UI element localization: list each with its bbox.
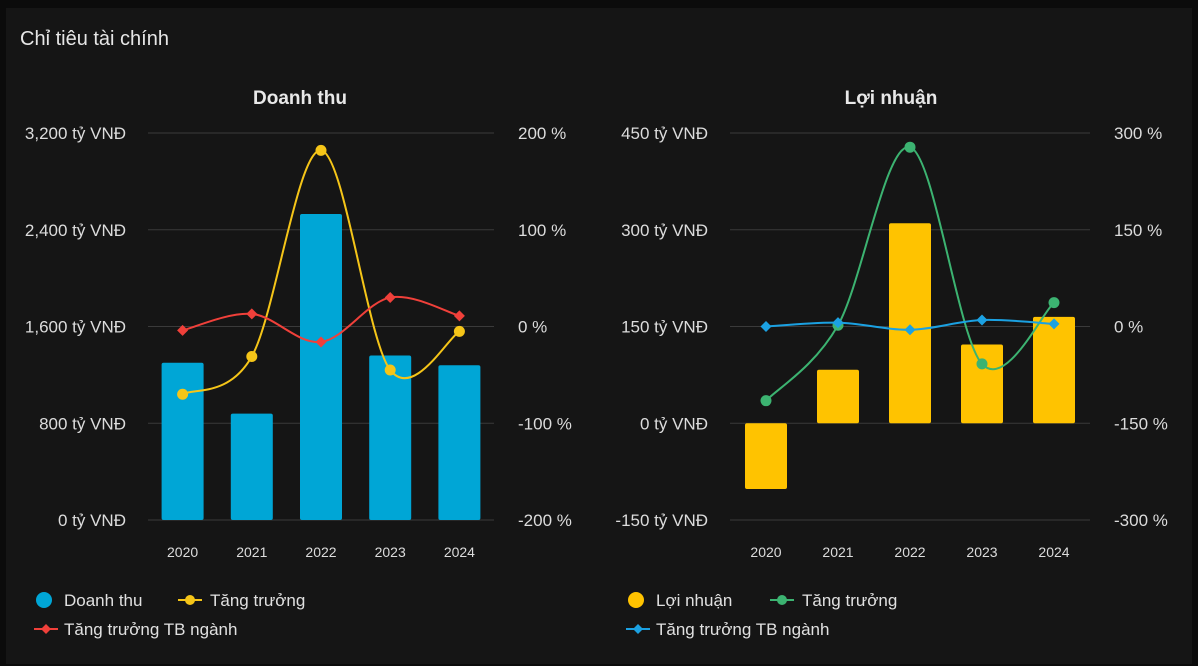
legend-label: Tăng trưởng TB ngành <box>656 620 829 639</box>
legend-marker <box>185 595 195 605</box>
series-point <box>246 350 258 362</box>
series-point <box>315 144 327 156</box>
right-axis-tick: 150 % <box>1114 221 1162 240</box>
series-point <box>760 395 772 407</box>
bar <box>817 369 859 424</box>
bar <box>161 362 204 520</box>
financial-panel: Chỉ tiêu tài chính <box>6 8 1192 664</box>
bar <box>369 355 412 520</box>
legend-marker <box>41 624 51 634</box>
chart-title: Doanh thu <box>253 88 347 109</box>
series-point <box>976 314 988 326</box>
x-axis-tick: 2022 <box>894 544 925 560</box>
bar <box>300 214 342 520</box>
right-axis-tick: 0 % <box>518 318 547 337</box>
legend-label: Tăng trưởng TB ngành <box>64 620 237 639</box>
x-axis-tick: 2020 <box>167 544 198 560</box>
series-point <box>1048 297 1060 309</box>
left-axis-tick: 800 tỷ VNĐ <box>39 414 126 433</box>
bar <box>889 223 931 424</box>
x-axis-tick: 2024 <box>1038 544 1069 560</box>
left-axis-tick: 300 tỷ VNĐ <box>621 221 708 240</box>
panel-title: Chỉ tiêu tài chính <box>20 28 169 50</box>
legend-label: Tăng trưởng <box>802 591 897 610</box>
x-axis-tick: 2023 <box>966 544 997 560</box>
bar <box>438 365 481 520</box>
series-point <box>976 358 988 370</box>
bar <box>1033 316 1075 424</box>
right-axis-tick: 0 % <box>1114 318 1143 337</box>
right-axis-tick: -150 % <box>1114 414 1168 433</box>
legend-marker <box>628 592 644 608</box>
legend-marker <box>36 592 52 608</box>
series-point <box>832 317 844 329</box>
right-axis-tick: -200 % <box>518 511 572 530</box>
left-axis-tick: -150 tỷ VNĐ <box>615 511 708 530</box>
left-axis-tick: 150 tỷ VNĐ <box>621 318 708 337</box>
left-axis-tick: 3,200 tỷ VNĐ <box>25 124 126 143</box>
revenue-chart: Doanh thu 0 tỷ VNĐ -200 % 800 tỷ VNĐ -100 % 1… <box>25 88 572 639</box>
legend-marker <box>633 624 643 634</box>
left-axis-tick: 0 tỷ VNĐ <box>58 511 126 530</box>
series-point <box>904 324 916 336</box>
profit-chart: Lợi nhuận -150 tỷ VNĐ -300 % 0 tỷ VNĐ -150 %… <box>615 88 1167 639</box>
x-axis-tick: 2020 <box>750 544 781 560</box>
bar <box>230 413 273 520</box>
legend-label: Tăng trưởng <box>210 591 305 610</box>
x-axis-tick: 2021 <box>236 544 267 560</box>
chart-title: Lợi nhuận <box>845 88 938 109</box>
series-point <box>246 308 258 320</box>
bar <box>745 423 787 490</box>
right-axis-tick: -100 % <box>518 414 572 433</box>
right-axis-tick: 100 % <box>518 221 566 240</box>
right-axis-tick: 300 % <box>1114 124 1162 143</box>
series-point <box>760 321 772 332</box>
legend-marker <box>777 595 787 605</box>
series-point <box>177 324 189 336</box>
right-axis-tick: 200 % <box>518 124 566 143</box>
left-axis-tick: 450 tỷ VNĐ <box>621 124 708 143</box>
x-axis-tick: 2023 <box>375 544 406 560</box>
series-point <box>904 141 916 153</box>
series-point <box>315 336 327 348</box>
left-axis-tick: 0 tỷ VNĐ <box>640 414 708 433</box>
series-point <box>177 388 189 400</box>
bar <box>961 344 1003 424</box>
left-axis-tick: 2,400 tỷ VNĐ <box>25 221 126 240</box>
right-axis-tick: -300 % <box>1114 511 1168 530</box>
series-point <box>1048 318 1060 330</box>
series-point <box>384 291 396 303</box>
x-axis-tick: 2024 <box>444 544 475 560</box>
legend-label: Doanh thu <box>64 591 142 610</box>
left-axis-tick: 1,600 tỷ VNĐ <box>25 318 126 337</box>
series-point <box>384 364 396 376</box>
series-point <box>453 325 465 337</box>
x-axis-tick: 2022 <box>305 544 336 560</box>
x-axis-tick: 2021 <box>822 544 853 560</box>
legend-label: Lợi nhuận <box>656 591 732 610</box>
series-point <box>453 310 465 322</box>
